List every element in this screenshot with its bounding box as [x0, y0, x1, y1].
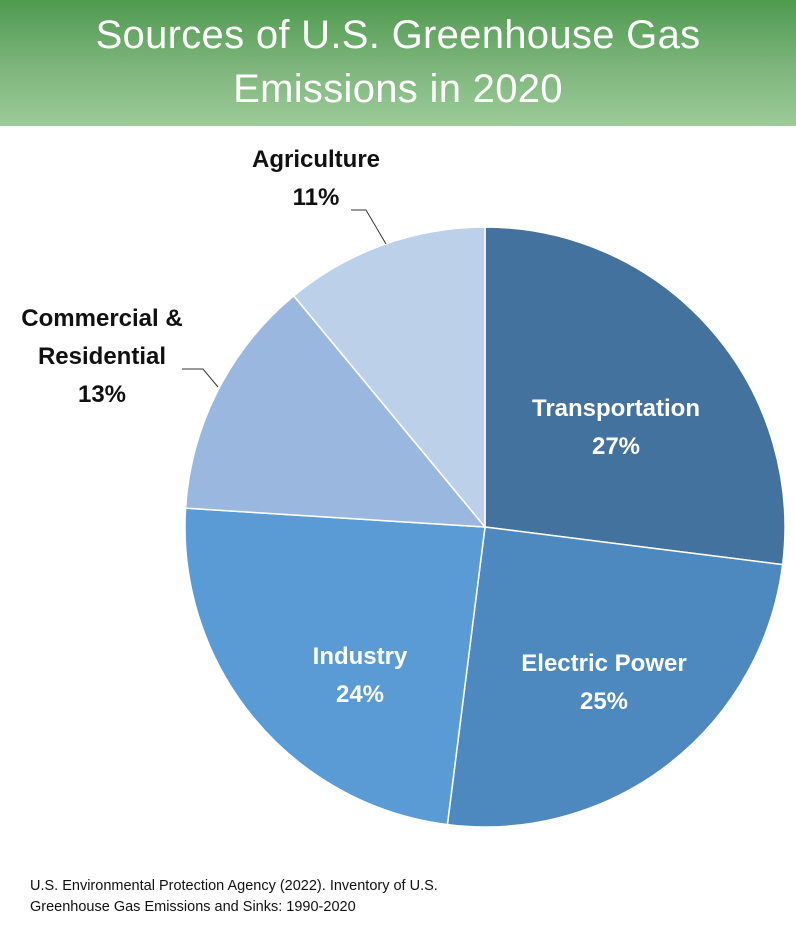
slice-category-label: Industry	[313, 643, 408, 670]
leader-lines	[182, 209, 387, 388]
pie-slice-agriculture	[292, 226, 486, 530]
slice-category-label: Agriculture	[252, 146, 380, 173]
slice-category-label: Commercial &	[21, 305, 182, 332]
slice-value-label: 13%	[78, 381, 126, 408]
source-citation: U.S. Environmental Protection Agency (20…	[30, 876, 590, 918]
slice-category-label: Electric Power	[521, 650, 686, 677]
pie-slice-electric-power	[446, 526, 784, 828]
slice-category-label: Residential	[38, 343, 166, 370]
slice-value-label: 24%	[336, 681, 384, 708]
slice-label-agriculture: Agriculture 11%	[252, 146, 380, 211]
source-line-1: U.S. Environmental Protection Agency (20…	[30, 878, 438, 894]
slice-value-label: 11%	[293, 184, 340, 211]
chart-title-line-2: Emissions in 2020	[233, 67, 563, 111]
slice-label-transportation: Transportation 27%	[532, 395, 700, 460]
pie-slice-commercial-residential	[184, 294, 487, 528]
pie-slice-transportation	[484, 226, 786, 566]
source-line-2: Greenhouse Gas Emissions and Sinks: 1990…	[30, 899, 356, 915]
slice-labels: Transportation 27% Electric Power 25% Indust…	[21, 146, 700, 715]
pie-slice-industry	[184, 507, 486, 826]
slice-label-electric-power: Electric Power 25%	[521, 650, 686, 715]
slice-value-label: 27%	[592, 433, 640, 460]
slice-category-label: Transportation	[532, 395, 700, 422]
leader-line-commercial-residential	[182, 368, 219, 388]
pie-slices	[184, 226, 786, 828]
chart-title-banner: Sources of U.S. Greenhouse Gas Emissions…	[0, 0, 796, 126]
slice-value-label: 25%	[580, 688, 628, 715]
pie-chart: Transportation 27% Electric Power 25% Indust…	[21, 146, 786, 828]
leader-line-agriculture	[351, 209, 387, 245]
slice-label-commercial-residential: Commercial & Residential 13%	[21, 305, 182, 408]
chart-title-line-1: Sources of U.S. Greenhouse Gas	[95, 13, 701, 57]
slice-label-industry: Industry 24%	[313, 643, 408, 708]
